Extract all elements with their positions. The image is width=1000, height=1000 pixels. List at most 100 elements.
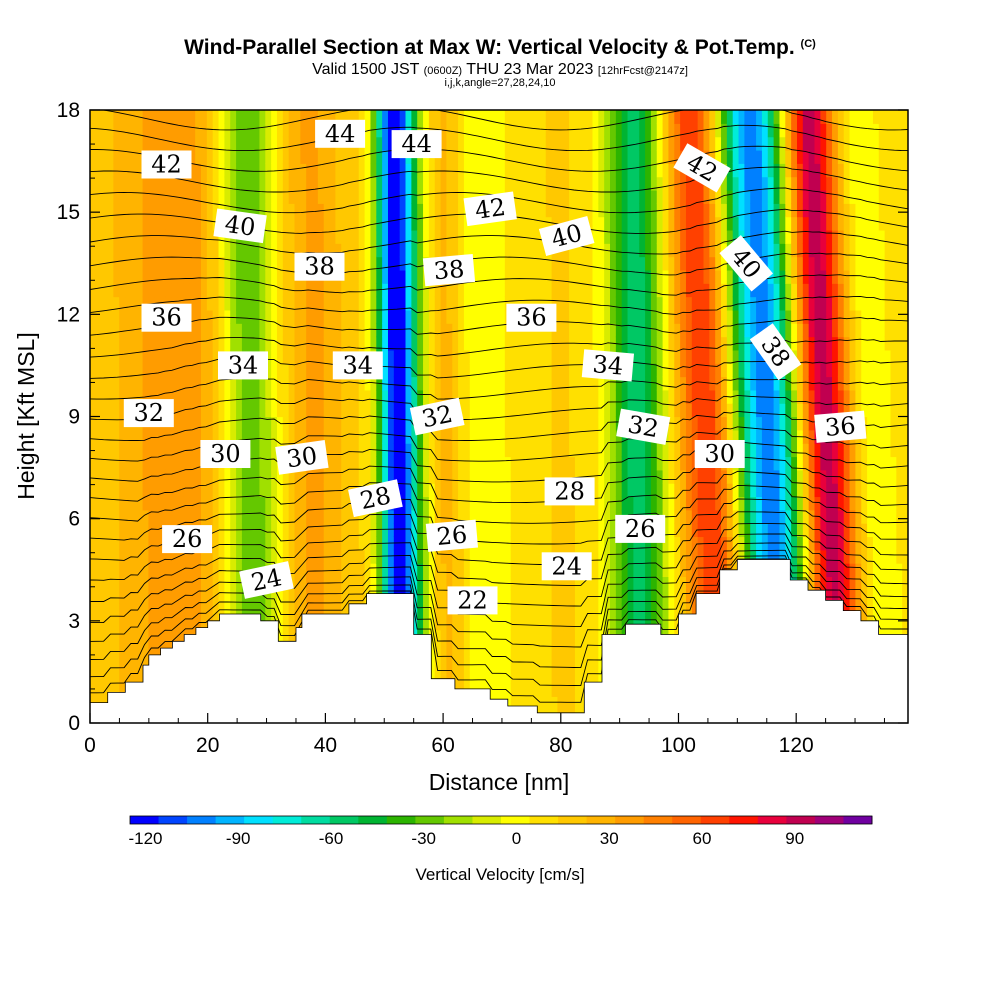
w-cell [90,189,97,204]
w-cell [136,163,144,178]
w-cell [627,256,634,271]
w-cell [347,189,354,204]
w-cell [662,189,670,204]
w-cell [142,483,150,498]
w-cell [113,269,120,284]
w-cell [417,349,424,364]
w-cell [545,203,553,218]
w-cell [680,256,687,271]
w-cell [697,229,705,244]
w-cell [136,523,144,538]
w-cell [101,203,109,218]
w-cell [212,563,220,578]
w-cell [101,323,109,338]
w-cell [329,203,336,218]
w-cell [598,643,605,657]
w-cell [148,629,155,644]
w-cell [253,416,261,431]
w-cell [411,349,418,364]
w-cell [165,269,173,284]
w-cell [458,123,465,138]
w-cell [633,603,640,617]
w-cell [458,336,465,351]
w-cell [352,589,360,604]
w-cell [387,229,395,244]
w-cell [212,189,220,204]
w-cell [154,349,161,364]
w-cell [90,363,97,378]
w-cell [271,376,278,391]
w-cell [516,603,523,617]
w-cell [165,483,173,498]
w-cell [434,483,442,498]
w-cell [493,469,500,484]
w-cell [551,469,559,484]
w-cell [259,389,266,404]
w-cell [423,469,430,484]
w-cell [119,483,126,498]
w-cell [189,323,196,338]
w-cell [627,603,634,617]
w-cell [171,203,179,218]
w-cell [253,163,261,178]
w-cell [329,456,336,471]
w-cell [130,376,138,391]
w-cell [218,189,225,204]
w-cell [610,203,617,218]
w-cell [574,603,582,617]
w-cell [627,616,634,631]
w-cell [236,576,243,591]
w-cell [212,376,220,391]
w-cell [282,523,290,538]
w-cell [680,176,687,191]
w-cell [604,256,611,271]
w-cell [522,549,529,564]
w-cell [569,589,576,604]
w-cell [668,189,675,204]
w-cell [493,563,500,578]
w-cell [452,349,459,364]
w-cell [662,309,670,324]
w-cell [452,243,459,258]
w-cell [574,376,582,391]
w-cell [352,256,360,271]
w-cell [329,243,336,258]
w-cell [411,536,418,551]
w-cell [177,616,185,631]
w-cell [411,163,418,178]
w-cell [475,269,483,284]
w-cell [650,336,658,351]
w-cell [417,549,424,564]
w-cell [265,549,272,564]
w-cell [463,443,471,458]
w-cell [428,229,436,244]
w-cell [405,549,412,564]
w-cell [516,176,523,191]
w-cell [119,429,126,444]
w-cell [136,443,144,458]
w-cell [230,336,237,351]
w-cell [691,229,699,244]
w-cell [364,136,372,151]
w-cell [236,136,243,151]
w-cell [650,110,658,124]
w-cell [545,296,553,311]
w-cell [417,496,424,511]
w-cell [183,203,190,218]
w-cell [148,589,155,604]
w-cell [586,656,594,671]
w-cell [294,363,301,378]
w-cell [160,110,167,124]
w-cell [627,536,634,551]
w-cell [142,256,150,271]
w-cell [259,256,266,271]
w-cell [580,403,588,418]
w-cell [650,376,658,391]
w-cell [539,603,547,617]
w-cell [557,576,564,591]
w-cell [306,216,313,231]
w-cell [136,349,144,364]
w-cell [142,549,150,564]
w-cell [475,656,483,671]
w-cell [493,349,500,364]
